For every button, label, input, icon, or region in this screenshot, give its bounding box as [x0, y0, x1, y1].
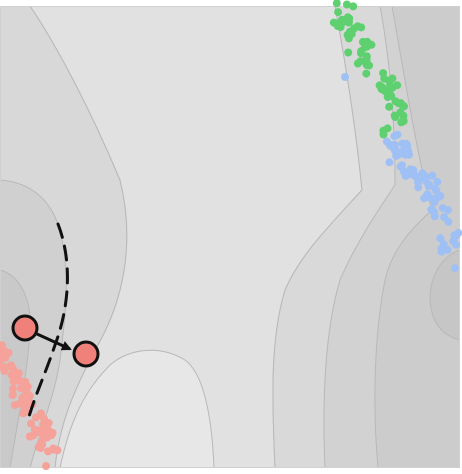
data-point-red	[17, 384, 26, 393]
data-point-green	[358, 37, 367, 46]
data-point-blue	[444, 206, 452, 215]
target-node	[72, 340, 100, 368]
data-point-red	[8, 385, 17, 393]
data-point-red	[39, 420, 47, 429]
contour-band-bottom-blob	[59, 349, 215, 468]
data-point-blue	[398, 161, 406, 170]
data-point-blue	[425, 180, 433, 189]
data-point-red	[37, 438, 46, 446]
data-point-red	[43, 433, 52, 442]
source-node	[11, 314, 39, 342]
data-point-red	[10, 371, 19, 380]
data-point-green	[383, 93, 392, 102]
data-point-red	[18, 393, 27, 402]
contour-band-right-4	[429, 249, 460, 341]
data-point-red	[32, 413, 40, 422]
data-point-green	[333, 19, 342, 28]
data-point-green	[385, 102, 394, 111]
data-point-green	[342, 0, 351, 9]
data-point-blue	[429, 207, 438, 216]
data-point-blue	[403, 141, 412, 150]
data-point-red	[19, 409, 27, 418]
data-point-red	[0, 341, 6, 350]
data-point-blue	[419, 173, 428, 182]
data-point-red	[1, 363, 10, 372]
data-point-green	[396, 108, 405, 117]
data-point-red	[8, 390, 17, 399]
data-point-blue	[341, 73, 349, 81]
data-point-green	[377, 85, 386, 94]
data-point-green	[391, 113, 400, 121]
data-point-blue	[428, 171, 437, 180]
data-point-blue	[439, 240, 448, 249]
data-point-red	[9, 365, 18, 374]
data-point-blue	[411, 172, 420, 181]
data-point-blue	[396, 148, 405, 157]
data-point-green	[383, 124, 392, 133]
data-point-blue	[451, 264, 459, 273]
data-point-green	[365, 61, 374, 70]
contour-band-right-3	[374, 6, 460, 468]
data-point-blue	[450, 231, 459, 240]
data-point-red	[49, 444, 58, 453]
cluster-blue	[382, 130, 462, 273]
data-point-blue	[400, 167, 408, 176]
dashed-trajectory	[26, 222, 69, 422]
data-point-green	[334, 8, 343, 17]
data-point-green	[353, 59, 362, 68]
data-point-blue	[390, 132, 399, 141]
data-point-green	[362, 69, 371, 78]
data-point-blue	[433, 193, 442, 202]
cluster-green	[329, 0, 408, 139]
data-point-blue	[386, 141, 395, 150]
data-point-green	[380, 74, 389, 83]
data-point-red	[42, 462, 50, 470]
data-point-red	[44, 425, 53, 434]
data-point-green	[332, 0, 341, 8]
data-point-blue	[440, 213, 449, 222]
data-point-blue	[432, 186, 441, 195]
data-point-green	[400, 102, 408, 111]
data-point-blue	[433, 177, 442, 186]
data-point-green	[344, 48, 353, 57]
data-point-green	[349, 2, 358, 11]
data-point-blue	[452, 240, 461, 249]
arrow-link	[36, 332, 72, 351]
data-point-green	[362, 52, 371, 61]
data-point-green	[388, 83, 397, 92]
cluster-red	[0, 340, 62, 470]
data-point-green	[397, 118, 406, 127]
data-point-red	[0, 354, 4, 363]
data-point-blue	[409, 166, 418, 175]
data-point-red	[27, 419, 35, 428]
data-point-green	[350, 24, 359, 33]
data-point-red	[15, 376, 24, 385]
data-point-blue	[414, 183, 423, 192]
data-point-blue	[425, 193, 434, 202]
data-point-blue	[405, 150, 413, 159]
data-point-red	[25, 432, 34, 441]
data-point-red	[37, 429, 46, 438]
data-point-blue	[436, 234, 445, 243]
data-point-blue	[385, 158, 394, 167]
data-point-green	[344, 18, 353, 27]
data-point-blue	[437, 247, 446, 256]
